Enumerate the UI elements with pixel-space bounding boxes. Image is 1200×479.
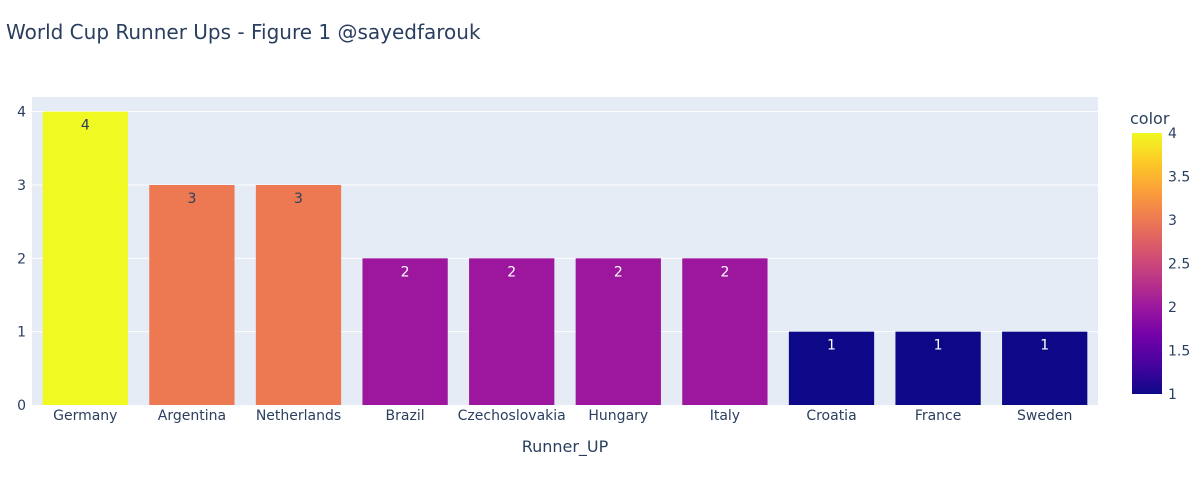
colorbar-tick-label: 3.5	[1168, 170, 1190, 186]
colorbar-tick-label: 1.5	[1168, 344, 1190, 360]
colorbar-title: color	[1130, 109, 1170, 128]
data-label: 2	[720, 264, 729, 280]
data-label: 2	[507, 264, 516, 280]
bar-hungary[interactable]	[575, 258, 661, 405]
bar-italy[interactable]	[682, 258, 768, 405]
x-tick-label: Netherlands	[256, 408, 341, 424]
x-axis: Germany Argentina Netherlands Brazil Czechos…	[53, 408, 1072, 424]
data-label: 3	[187, 191, 196, 207]
y-tick-label: 4	[17, 105, 26, 121]
y-tick-label: 0	[17, 398, 26, 414]
bar-croatia[interactable]	[788, 331, 875, 405]
data-label: 1	[934, 338, 943, 354]
data-labels: 4 3 3 2 2 2 2 1 1 1	[81, 118, 1049, 354]
bar-netherlands[interactable]	[255, 185, 342, 405]
data-label: 4	[81, 118, 90, 134]
colorbar: color 1 1.5 2 2.5 3 3.5 4	[1130, 109, 1190, 403]
data-label: 2	[401, 264, 410, 280]
data-label: 1	[827, 338, 836, 354]
x-axis-title: Runner_UP	[522, 437, 609, 457]
y-tick-label: 1	[17, 325, 26, 341]
bar-argentina[interactable]	[149, 185, 235, 405]
x-tick-label: France	[915, 408, 962, 424]
x-tick-label: Croatia	[806, 408, 856, 424]
colorbar-tick-label: 4	[1168, 126, 1177, 142]
x-tick-label: Germany	[53, 408, 117, 424]
bar-sweden[interactable]	[1002, 331, 1088, 405]
y-tick-label: 2	[17, 251, 26, 267]
colorbar-tick-label: 2	[1168, 300, 1177, 316]
chart-title: World Cup Runner Ups - Figure 1 @sayedfa…	[6, 20, 481, 44]
colorbar-gradient	[1132, 133, 1162, 394]
colorbar-tick-label: 2.5	[1168, 257, 1190, 273]
x-tick-label: Czechoslovakia	[458, 408, 566, 424]
bar-france[interactable]	[895, 331, 981, 405]
x-tick-label: Sweden	[1017, 408, 1072, 424]
bars	[42, 111, 1088, 406]
x-tick-label: Hungary	[588, 408, 648, 424]
data-label: 2	[614, 264, 623, 280]
colorbar-tick-label: 1	[1168, 387, 1177, 403]
colorbar-tick-label: 3	[1168, 213, 1177, 229]
x-tick-label: Italy	[710, 408, 740, 424]
y-tick-label: 3	[17, 178, 26, 194]
bar-brazil[interactable]	[362, 258, 448, 405]
bar-germany[interactable]	[42, 111, 128, 406]
bar-czechoslovakia[interactable]	[469, 258, 555, 405]
data-label: 3	[294, 191, 303, 207]
data-label: 1	[1040, 338, 1049, 354]
y-axis: 0 1 2 3 4	[17, 105, 26, 414]
x-tick-label: Brazil	[386, 408, 425, 424]
x-tick-label: Argentina	[158, 408, 226, 424]
